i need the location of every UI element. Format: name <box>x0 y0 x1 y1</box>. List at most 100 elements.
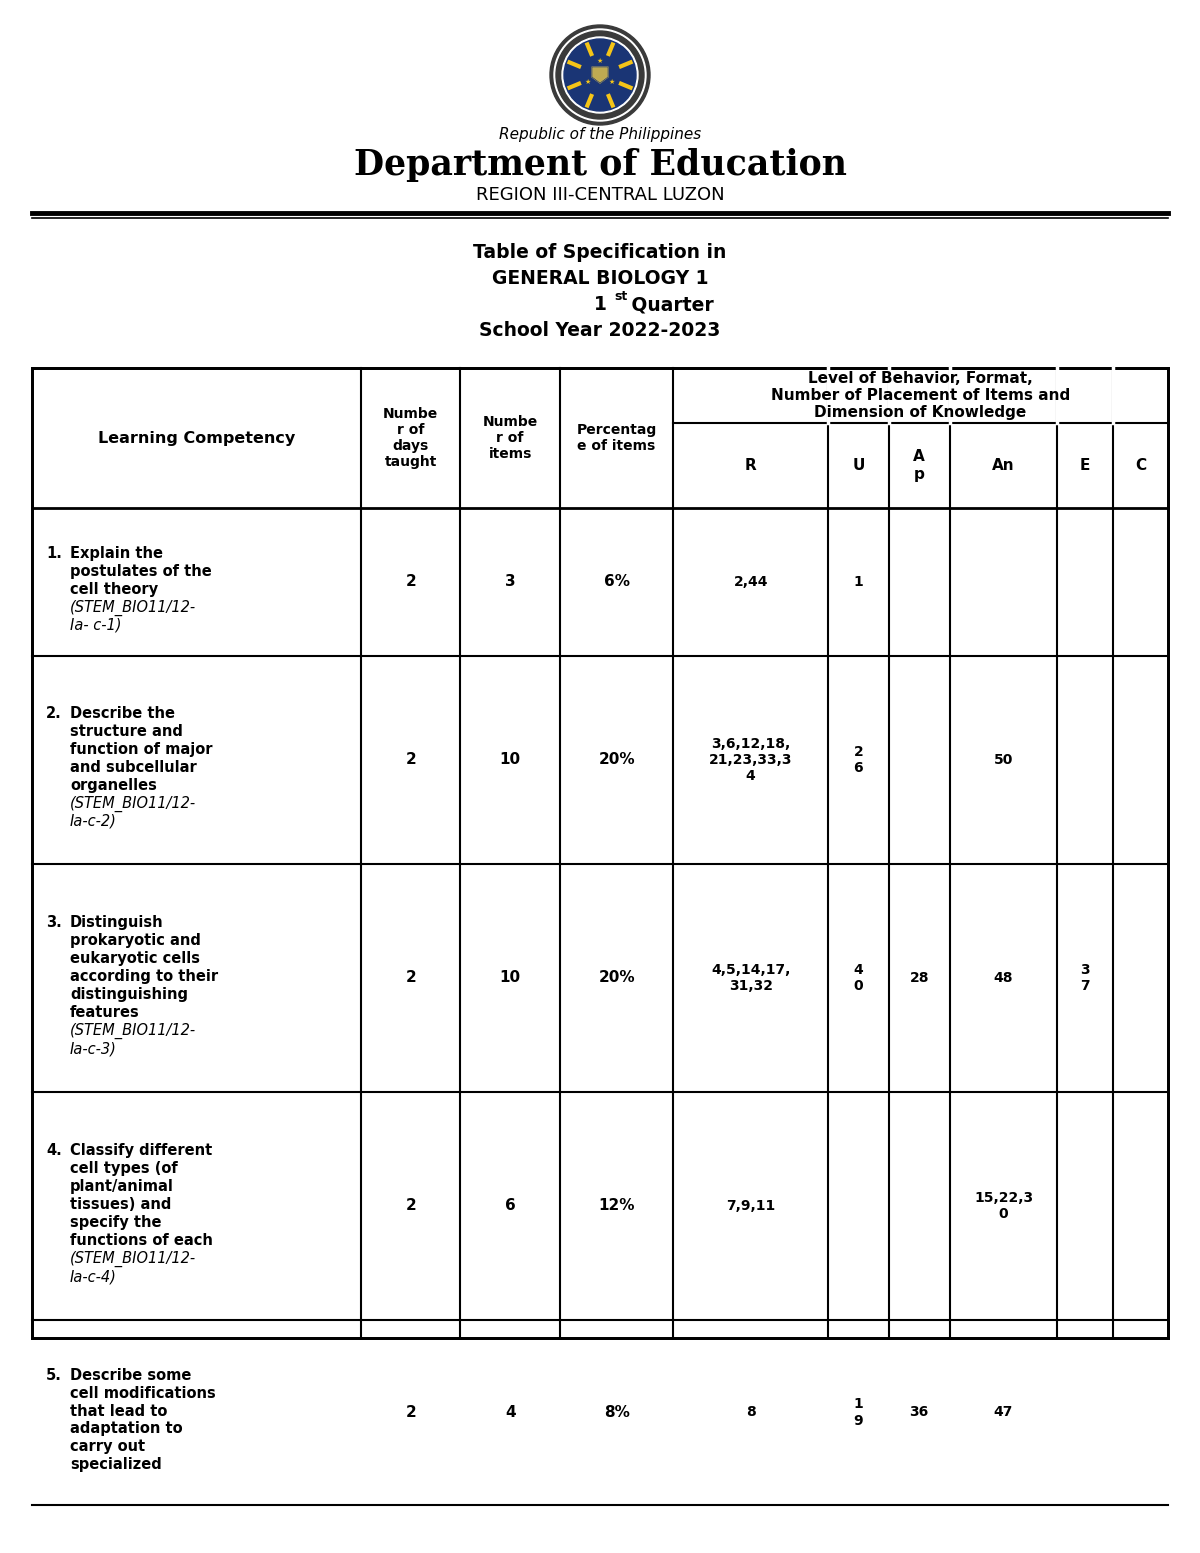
Text: Department of Education: Department of Education <box>354 148 846 182</box>
Text: 15,22,3
0: 15,22,3 0 <box>974 1191 1033 1221</box>
Text: cell modifications: cell modifications <box>70 1385 216 1401</box>
Text: C: C <box>1135 458 1146 474</box>
Text: 2: 2 <box>406 971 416 986</box>
Text: REGION III-CENTRAL LUZON: REGION III-CENTRAL LUZON <box>475 186 725 203</box>
Text: st: st <box>614 290 628 303</box>
Text: 2: 2 <box>406 575 416 590</box>
Text: Numbe
r of
days
taught: Numbe r of days taught <box>383 407 438 469</box>
Text: Learning Competency: Learning Competency <box>98 430 295 446</box>
Text: Describe some: Describe some <box>70 1368 191 1382</box>
Text: Classify different: Classify different <box>70 1143 212 1159</box>
Text: School Year 2022-2023: School Year 2022-2023 <box>479 321 721 340</box>
Text: 5.: 5. <box>46 1368 62 1382</box>
Text: 2,44: 2,44 <box>733 575 768 589</box>
Text: 1
9: 1 9 <box>853 1398 863 1427</box>
Text: 50: 50 <box>994 753 1013 767</box>
Text: 8: 8 <box>745 1405 756 1419</box>
Text: Ia-c-4): Ia-c-4) <box>70 1269 116 1284</box>
Text: adaptation to: adaptation to <box>70 1421 182 1437</box>
Text: 3.: 3. <box>46 915 61 930</box>
Text: 7,9,11: 7,9,11 <box>726 1199 775 1213</box>
Text: according to their: according to their <box>70 969 218 985</box>
Text: features: features <box>70 1005 139 1020</box>
Text: organelles: organelles <box>70 778 157 794</box>
Text: 48: 48 <box>994 971 1013 985</box>
Text: specify the: specify the <box>70 1214 162 1230</box>
Text: Distinguish: Distinguish <box>70 915 163 930</box>
Text: ★: ★ <box>608 79 616 85</box>
Text: 1: 1 <box>594 295 606 315</box>
Text: 10: 10 <box>499 971 521 986</box>
Text: 1: 1 <box>853 575 863 589</box>
Text: distinguishing: distinguishing <box>70 988 188 1002</box>
Text: that lead to: that lead to <box>70 1404 167 1418</box>
Text: functions of each: functions of each <box>70 1233 212 1249</box>
Text: 4,5,14,17,
31,32: 4,5,14,17, 31,32 <box>710 963 791 992</box>
Text: 3
7: 3 7 <box>1080 963 1090 992</box>
Text: cell types (of: cell types (of <box>70 1162 178 1176</box>
Text: (STEM_BIO11/12-: (STEM_BIO11/12- <box>70 1023 196 1039</box>
Text: 36: 36 <box>910 1405 929 1419</box>
Text: Numbe
r of
items: Numbe r of items <box>482 415 538 461</box>
Text: eukaryotic cells: eukaryotic cells <box>70 950 200 966</box>
Text: Table of Specification in: Table of Specification in <box>473 244 727 262</box>
Circle shape <box>564 39 636 110</box>
Text: structure and: structure and <box>70 724 182 739</box>
Text: 2.: 2. <box>46 707 61 721</box>
Text: 4
0: 4 0 <box>853 963 863 992</box>
Text: specialized: specialized <box>70 1458 162 1472</box>
Text: 8%: 8% <box>604 1405 630 1419</box>
Circle shape <box>556 31 644 120</box>
Text: ★: ★ <box>584 79 592 85</box>
Text: Level of Behavior, Format,
Number of Placement of Items and
Dimension of Knowled: Level of Behavior, Format, Number of Pla… <box>770 371 1070 421</box>
Text: ★: ★ <box>596 57 604 64</box>
Text: postulates of the: postulates of the <box>70 564 211 579</box>
Text: (STEM_BIO11/12-: (STEM_BIO11/12- <box>70 599 196 617</box>
Text: 47: 47 <box>994 1405 1013 1419</box>
Text: 2: 2 <box>406 1405 416 1419</box>
Text: Ia- c-1): Ia- c-1) <box>70 618 121 634</box>
Text: A
p: A p <box>913 449 925 481</box>
Circle shape <box>562 37 638 113</box>
Text: 20%: 20% <box>599 971 635 986</box>
Text: Percentag
e of items: Percentag e of items <box>576 422 656 453</box>
Text: (STEM_BIO11/12-: (STEM_BIO11/12- <box>70 797 196 812</box>
Text: U: U <box>852 458 865 474</box>
Polygon shape <box>592 67 608 82</box>
Text: E: E <box>1080 458 1091 474</box>
Circle shape <box>554 30 646 121</box>
Text: 12%: 12% <box>599 1199 635 1213</box>
Circle shape <box>580 54 620 95</box>
Text: Ia-c-3): Ia-c-3) <box>70 1041 116 1056</box>
Text: 4: 4 <box>505 1405 516 1419</box>
Text: 1.: 1. <box>46 547 62 561</box>
Text: plant/animal: plant/animal <box>70 1179 174 1194</box>
Text: cell theory: cell theory <box>70 582 158 596</box>
Bar <box>32 368 1168 1339</box>
Text: function of major: function of major <box>70 742 212 756</box>
Text: 3: 3 <box>505 575 516 590</box>
Text: 6: 6 <box>505 1199 516 1213</box>
Text: Explain the: Explain the <box>70 547 163 561</box>
Text: 28: 28 <box>910 971 929 985</box>
Text: Quarter: Quarter <box>625 295 714 315</box>
Text: 3,6,12,18,
21,23,33,3
4: 3,6,12,18, 21,23,33,3 4 <box>709 736 792 783</box>
Text: An: An <box>992 458 1015 474</box>
Text: 6%: 6% <box>604 575 630 590</box>
Text: 2: 2 <box>406 1199 416 1213</box>
Text: GENERAL BIOLOGY 1: GENERAL BIOLOGY 1 <box>492 270 708 289</box>
Text: (STEM_BIO11/12-: (STEM_BIO11/12- <box>70 1252 196 1267</box>
Text: 20%: 20% <box>599 753 635 767</box>
Text: 4.: 4. <box>46 1143 61 1159</box>
Circle shape <box>550 25 650 124</box>
Text: 10: 10 <box>499 753 521 767</box>
Text: Ia-c-2): Ia-c-2) <box>70 814 116 829</box>
Text: R: R <box>745 458 756 474</box>
Text: Describe the: Describe the <box>70 707 175 721</box>
Text: carry out: carry out <box>70 1440 145 1455</box>
Text: 2
6: 2 6 <box>853 745 863 775</box>
Text: 2: 2 <box>406 753 416 767</box>
Text: Republic of the Philippines: Republic of the Philippines <box>499 126 701 141</box>
Text: prokaryotic and: prokaryotic and <box>70 933 200 947</box>
Text: tissues) and: tissues) and <box>70 1197 172 1211</box>
